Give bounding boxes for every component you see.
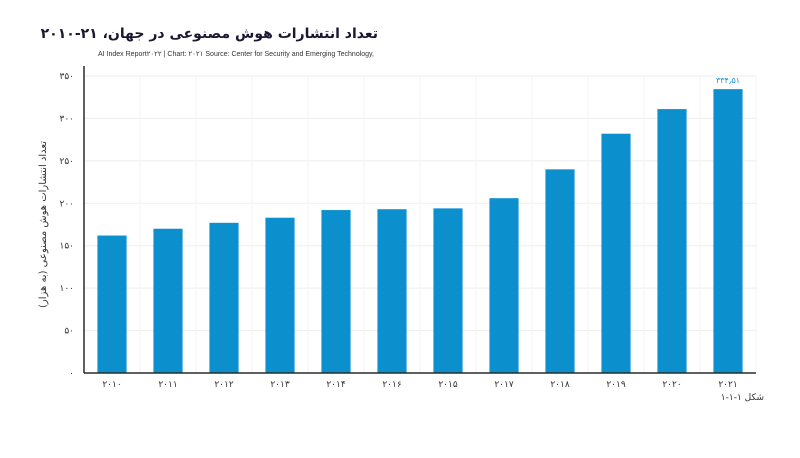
- chart-subtitle: AI Index Report۲۰۲۲ | Chart: ۲۰۲۱ Source…: [98, 51, 374, 58]
- y-tick-label: ۵۰: [64, 327, 74, 337]
- bar: [265, 217, 295, 373]
- x-tick-label: ۲۰۱۶: [382, 380, 402, 390]
- x-tick-label: ۲۰۱۸: [550, 380, 570, 390]
- x-tick-label: ۲۰۱۰: [102, 380, 121, 390]
- y-tick-label: ۰: [69, 369, 74, 379]
- y-tick-label: ۲۵۰: [59, 157, 74, 167]
- data-label: ۳۳۴٫۵۱: [716, 76, 740, 85]
- y-tick-label: ۳۰۰: [59, 114, 74, 124]
- bar: [545, 169, 575, 373]
- y-tick-label: ۲۰۰: [59, 199, 74, 209]
- y-axis-label: تعداد انتشارات هوش مصنوعی (به هزار): [38, 141, 49, 308]
- bar: [433, 208, 463, 373]
- x-tick-label: ۲۰۱۹: [606, 380, 626, 390]
- figure-caption: شکل ۱-۱-۱: [720, 393, 764, 403]
- bar: [601, 133, 631, 373]
- y-tick-label: ۳۵۰: [59, 72, 74, 82]
- x-tick-label: ۲۰۱۲: [214, 380, 234, 390]
- bar: [97, 235, 127, 373]
- bar: [377, 209, 407, 373]
- bar: [209, 222, 239, 373]
- bar: [321, 210, 351, 373]
- bar: [713, 89, 743, 373]
- x-tick-label: ۲۰۱۵: [438, 380, 458, 390]
- x-tick-label: ۲۰۱۴: [326, 380, 346, 390]
- y-tick-label: ۱۰۰: [59, 284, 74, 294]
- x-tick-label: ۲۰۲۰: [662, 380, 681, 390]
- x-tick-label: ۲۰۲۱: [718, 380, 737, 390]
- bar: [657, 109, 687, 373]
- bar: [153, 228, 183, 373]
- x-tick-label: ۲۰۱۳: [270, 380, 290, 390]
- y-tick-label: ۱۵۰: [59, 242, 74, 252]
- chart-title: تعداد انتشارات هوش مصنوعی در جهان، ۲۱-۲۰…: [40, 26, 378, 42]
- x-tick-label: ۲۰۱۱: [158, 380, 177, 390]
- x-tick-label: ۲۰۱۷: [494, 380, 514, 390]
- bar: [489, 198, 519, 373]
